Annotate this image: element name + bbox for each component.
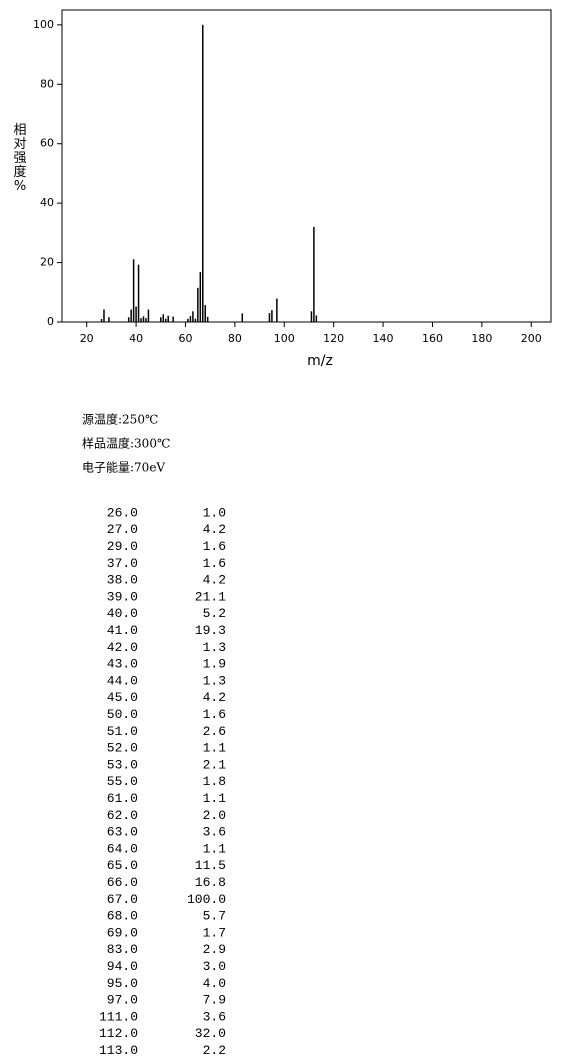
y-tick-label: 40	[40, 196, 54, 209]
intensity-cell: 1.6	[203, 539, 226, 554]
intensity-cell: 1.1	[203, 841, 227, 856]
mz-cell: 66.0	[107, 875, 138, 890]
condition: 样品温度:300℃	[82, 436, 170, 451]
intensity-cell: 1.3	[203, 640, 226, 655]
mz-cell: 53.0	[107, 757, 138, 772]
mz-cell: 41.0	[107, 623, 138, 638]
intensity-cell: 1.8	[203, 774, 226, 789]
mz-cell: 63.0	[107, 825, 138, 840]
mz-cell: 68.0	[107, 909, 138, 924]
intensity-cell: 3.0	[203, 959, 226, 974]
intensity-cell: 1.1	[203, 741, 227, 756]
intensity-cell: 5.7	[203, 909, 226, 924]
mz-cell: 38.0	[107, 573, 138, 588]
mz-cell: 61.0	[107, 791, 138, 806]
x-tick-label: 120	[323, 332, 344, 345]
mz-cell: 95.0	[107, 976, 138, 991]
y-tick-label: 20	[40, 256, 54, 269]
intensity-cell: 100.0	[187, 892, 226, 907]
intensity-cell: 1.6	[203, 707, 226, 722]
intensity-cell: 2.1	[203, 757, 227, 772]
intensity-cell: 4.2	[203, 690, 226, 705]
intensity-cell: 4.2	[203, 573, 226, 588]
mz-cell: 50.0	[107, 707, 138, 722]
mz-cell: 26.0	[107, 505, 138, 520]
mz-cell: 111.0	[99, 1009, 138, 1024]
mz-cell: 97.0	[107, 993, 138, 1008]
mz-cell: 45.0	[107, 690, 138, 705]
intensity-cell: 1.1	[203, 791, 227, 806]
mz-cell: 44.0	[107, 673, 138, 688]
intensity-cell: 2.6	[203, 724, 226, 739]
y-tick-label: 80	[40, 77, 54, 90]
x-tick-label: 80	[228, 332, 242, 345]
intensity-cell: 2.0	[203, 808, 226, 823]
intensity-cell: 1.9	[203, 657, 226, 672]
condition: 源温度:250℃	[82, 412, 158, 427]
intensity-cell: 11.5	[195, 858, 226, 873]
mz-cell: 37.0	[107, 556, 138, 571]
x-tick-label: 160	[422, 332, 443, 345]
mz-cell: 40.0	[107, 606, 138, 621]
intensity-cell: 1.0	[203, 505, 226, 520]
intensity-cell: 32.0	[195, 1026, 226, 1041]
intensity-cell: 2.2	[203, 1043, 226, 1058]
mz-cell: 65.0	[107, 858, 138, 873]
mz-cell: 55.0	[107, 774, 138, 789]
y-tick-label: 100	[33, 18, 54, 31]
intensity-cell: 21.1	[195, 589, 226, 604]
x-tick-label: 60	[178, 332, 192, 345]
intensity-cell: 2.9	[203, 942, 226, 957]
mz-cell: 27.0	[107, 522, 138, 537]
mz-cell: 62.0	[107, 808, 138, 823]
x-tick-label: 20	[80, 332, 94, 345]
x-tick-label: 40	[129, 332, 143, 345]
x-tick-label: 180	[471, 332, 492, 345]
mz-cell: 29.0	[107, 539, 138, 554]
mz-cell: 64.0	[107, 841, 138, 856]
y-axis-label: 相对强度%	[13, 123, 26, 194]
x-tick-label: 200	[521, 332, 542, 345]
intensity-cell: 16.8	[195, 875, 226, 890]
intensity-cell: 4.0	[203, 976, 226, 991]
mz-cell: 94.0	[107, 959, 138, 974]
intensity-cell: 1.3	[203, 673, 226, 688]
y-tick-label: 60	[40, 137, 54, 150]
intensity-cell: 1.7	[203, 925, 226, 940]
mz-cell: 42.0	[107, 640, 138, 655]
intensity-cell: 19.3	[195, 623, 226, 638]
mz-cell: 52.0	[107, 741, 138, 756]
mz-cell: 112.0	[99, 1026, 138, 1041]
intensity-cell: 4.2	[203, 522, 226, 537]
condition: 电子能量:70eV	[82, 461, 165, 475]
intensity-cell: 7.9	[203, 993, 226, 1008]
x-tick-label: 100	[274, 332, 295, 345]
intensity-cell: 5.2	[203, 606, 226, 621]
x-axis-label: m/z	[307, 353, 333, 369]
mz-cell: 69.0	[107, 925, 138, 940]
mz-cell: 51.0	[107, 724, 138, 739]
mz-cell: 67.0	[107, 892, 138, 907]
y-tick-label: 0	[47, 315, 54, 328]
intensity-cell: 1.6	[203, 556, 226, 571]
mz-cell: 43.0	[107, 657, 138, 672]
mz-cell: 39.0	[107, 589, 138, 604]
plot-frame	[61, 9, 552, 323]
mz-cell: 113.0	[99, 1043, 138, 1058]
intensity-cell: 3.6	[203, 1009, 226, 1024]
x-tick-label: 140	[373, 332, 394, 345]
mz-cell: 83.0	[107, 942, 138, 957]
intensity-cell: 3.6	[203, 825, 226, 840]
